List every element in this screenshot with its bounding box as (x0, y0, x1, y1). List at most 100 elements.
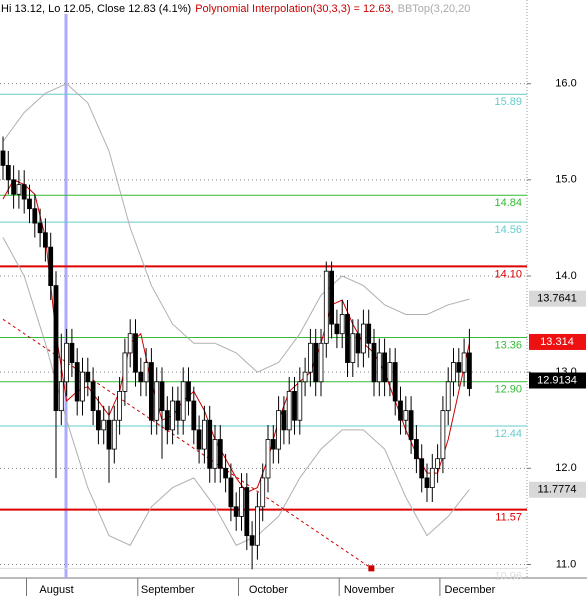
price-tag (529, 290, 586, 307)
header-part: Hi 13.12, Lo 12.05, Close 12.83 (4.1%) (1, 3, 191, 15)
candle-body (80, 371, 85, 402)
candle-body (254, 506, 260, 546)
candle-body (111, 419, 117, 450)
candle-body (228, 477, 234, 508)
candle-body (85, 371, 91, 383)
candle-body (371, 342, 377, 383)
candle-body (239, 487, 244, 517)
candle-body (217, 439, 223, 469)
candle-body (286, 390, 292, 431)
price-tag-label: 13.314 (540, 336, 574, 348)
price-tag (529, 481, 586, 498)
candle-body (440, 410, 446, 460)
price-tag-label: 11.7774 (538, 484, 577, 496)
candle-body (212, 439, 218, 469)
candle-body (408, 410, 414, 440)
indicator-line (2, 237, 470, 546)
candle-body (413, 439, 419, 460)
candle-body (318, 342, 324, 383)
level-label: 15.89 (494, 96, 522, 108)
level-label: 12.44 (494, 428, 522, 440)
candle-body (307, 342, 313, 373)
level-label: 11.57 (495, 512, 522, 524)
candle-body (175, 400, 181, 421)
candle-body (445, 381, 451, 412)
candle-body (339, 314, 345, 335)
candle-body (292, 390, 297, 421)
candle-body (21, 184, 27, 200)
y-tick-label: 16.0 (555, 78, 576, 90)
candle-body (207, 419, 213, 469)
candle-body (201, 419, 207, 450)
y-tick-label: 15.0 (555, 174, 576, 186)
candle-body (360, 323, 366, 354)
level-label: 14.56 (494, 224, 522, 236)
y-tick-label: 12.0 (555, 462, 576, 474)
header: Hi 13.12, Lo 12.05, Close 12.83 (4.1%) Po… (1, 3, 470, 15)
candle-body (350, 333, 356, 363)
candle-body (96, 410, 101, 431)
candle-body (122, 352, 128, 392)
price-tag (529, 372, 586, 389)
candle-body (323, 270, 329, 344)
candle-body (37, 222, 43, 234)
candle-body (16, 184, 22, 195)
level-label: 10.96 (494, 570, 522, 582)
candle-body (58, 381, 64, 412)
candle-body (260, 477, 266, 508)
candle-body (53, 285, 59, 412)
candle-body (180, 381, 186, 421)
candle-body (302, 371, 308, 383)
candle-body (164, 410, 170, 431)
candle-body (461, 352, 467, 373)
candle-body (27, 198, 32, 210)
candle-body (11, 179, 17, 195)
candle-body (32, 208, 38, 224)
candle-body (429, 467, 435, 488)
candle-body (435, 458, 441, 469)
candle-body (148, 362, 154, 421)
candle-body (398, 400, 403, 421)
candle-body (249, 535, 255, 546)
candle-body (233, 506, 239, 517)
x-tick-label: December (445, 584, 496, 596)
x-tick-label: October (249, 584, 288, 596)
level-label: 13.36 (494, 339, 522, 351)
candle-body (456, 362, 462, 373)
x-tick-label: September (141, 584, 195, 596)
candle-body (355, 333, 361, 354)
x-tick-label: August (39, 584, 73, 596)
candle-body (159, 381, 165, 412)
price-tag (529, 333, 586, 350)
candle-body (424, 477, 430, 488)
candle-body (106, 419, 112, 450)
candle-body (376, 352, 382, 383)
header-part: BBTop(3,20,20 (398, 3, 471, 15)
level-label: 12.90 (494, 384, 522, 396)
candle-body (244, 487, 250, 537)
candle-body (329, 270, 335, 325)
y-tick-label: 14.0 (555, 270, 576, 282)
candle-body (382, 352, 388, 383)
candle-body (313, 342, 319, 383)
header-part: Polynomial Interpolation(30,3,3) = 12.63… (195, 3, 393, 15)
candle-body (5, 165, 11, 181)
candle-body (466, 352, 472, 389)
candle-body (265, 439, 271, 479)
candle-body (281, 410, 287, 431)
candle-body (43, 232, 48, 248)
candle-body (0, 150, 6, 166)
candle-body (276, 410, 282, 450)
candle-body (154, 381, 160, 421)
trend-end (368, 565, 375, 572)
candle-body (90, 381, 96, 412)
candle-body (48, 246, 54, 287)
candle-body (138, 371, 144, 383)
candle-body (127, 333, 133, 354)
candle-body (64, 342, 69, 383)
candle-body (366, 323, 372, 344)
candle-body (101, 419, 107, 431)
candle-body (69, 342, 75, 363)
candle-body (74, 362, 80, 402)
candle-body (170, 400, 176, 431)
